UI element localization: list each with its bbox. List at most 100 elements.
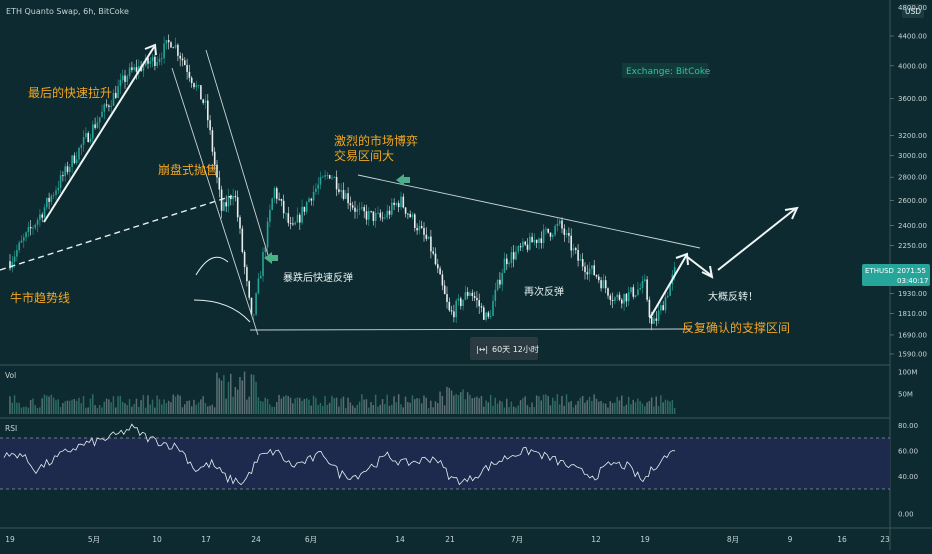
volume-bar (154, 407, 156, 414)
candle-body (18, 242, 20, 250)
volume-bar (179, 395, 181, 414)
candle-body (213, 151, 216, 165)
volume-bar (269, 404, 271, 414)
candle-body (282, 200, 285, 214)
volume-bar (195, 404, 197, 414)
rsi-tick-label: 0.00 (898, 511, 914, 519)
candle-body (317, 184, 319, 189)
candle-body (423, 227, 425, 235)
rsi-line (3, 423, 676, 486)
candle-body (503, 258, 506, 273)
volume-bar (416, 398, 418, 414)
reversal-arrow (717, 208, 796, 271)
currency-badge[interactable] (902, 4, 924, 18)
candle-body (437, 264, 439, 269)
volume-bar (207, 406, 209, 414)
candle-body (167, 40, 170, 43)
date-tick-label: 23 (880, 535, 890, 544)
volume-bar (250, 374, 253, 414)
candle-body (411, 214, 414, 218)
price-tick-label: 4400.00 (898, 33, 927, 41)
candle-body (200, 85, 202, 100)
volume-bar (202, 396, 204, 414)
volume-bar (618, 400, 621, 414)
volume-bar (36, 407, 39, 414)
candle-body (512, 252, 515, 260)
volume-bar (103, 401, 105, 414)
measure-badge-label: 60天 12小时 (492, 344, 539, 354)
volume-bar (400, 404, 402, 414)
volume-bar (218, 378, 220, 414)
volume-bar (384, 404, 386, 414)
volume-bar (138, 406, 140, 414)
volume-bar (538, 396, 540, 414)
candle-body (197, 85, 200, 86)
volume-bar (572, 407, 575, 414)
volume-bar (632, 399, 634, 414)
candle-body (356, 209, 359, 212)
candle-body (128, 67, 131, 77)
candle-body (361, 207, 363, 209)
resistance-marker-icon (396, 174, 404, 186)
candle-body (126, 76, 129, 82)
date-tick-label: 24 (251, 535, 261, 544)
candle-body (354, 207, 356, 212)
price-tick-label: 1690.00 (898, 331, 927, 339)
candle-body (149, 61, 152, 64)
candle-body (653, 318, 655, 324)
volume-bar (276, 402, 278, 414)
volume-bar (80, 403, 82, 414)
candle-body (586, 272, 589, 275)
volume-bar (614, 402, 616, 414)
candle-body (273, 188, 276, 199)
date-tick-label: 6月 (305, 535, 317, 544)
volume-bar (131, 406, 133, 414)
candle-body (80, 144, 83, 148)
measure-icon: |↔| (476, 345, 488, 354)
curve-arrow-lower (193, 299, 251, 323)
candle-body (92, 124, 94, 139)
price-tick-label: 3600.00 (898, 95, 927, 103)
volume-bar (473, 397, 476, 414)
volume-bar (223, 375, 225, 414)
candle-body (262, 251, 264, 276)
candle-body (549, 232, 552, 237)
volume-bar (322, 406, 324, 414)
price-tick-label: 1810.00 (898, 310, 927, 318)
volume-bar (13, 395, 16, 414)
candle-body (117, 86, 119, 98)
volume-bar (501, 401, 503, 414)
candle-body (326, 175, 329, 176)
volume-bar (234, 386, 237, 414)
volume-bar (529, 407, 531, 414)
volume-bar (662, 402, 664, 414)
volume-bar (163, 399, 165, 414)
candle-body (598, 276, 600, 281)
volume-bar (59, 407, 62, 414)
candle-body (119, 80, 122, 87)
candle-body (236, 197, 239, 218)
candle-body (264, 247, 267, 252)
volume-bar (533, 407, 536, 414)
candle-body (588, 268, 591, 275)
candle-body (13, 256, 16, 262)
candle-body (581, 259, 584, 267)
candle-body (184, 60, 186, 65)
annotation-fierce-game-2: 交易区间大 (334, 148, 394, 163)
candle-body (59, 175, 62, 188)
candle-body (112, 92, 115, 106)
volume-bar (11, 402, 13, 414)
currency-badge-label: USD (905, 7, 921, 16)
volume-bar (673, 407, 676, 414)
candle-body (558, 220, 561, 224)
volume-bar (623, 406, 625, 414)
volume-bar (381, 399, 384, 414)
volume-bar (158, 399, 161, 414)
candle-body (328, 175, 331, 179)
candle-body (561, 220, 563, 229)
volume-bar (570, 401, 572, 414)
volume-bar (494, 397, 496, 414)
volume-bar (598, 401, 600, 414)
candle-body (570, 235, 572, 251)
candle-body (170, 42, 172, 48)
